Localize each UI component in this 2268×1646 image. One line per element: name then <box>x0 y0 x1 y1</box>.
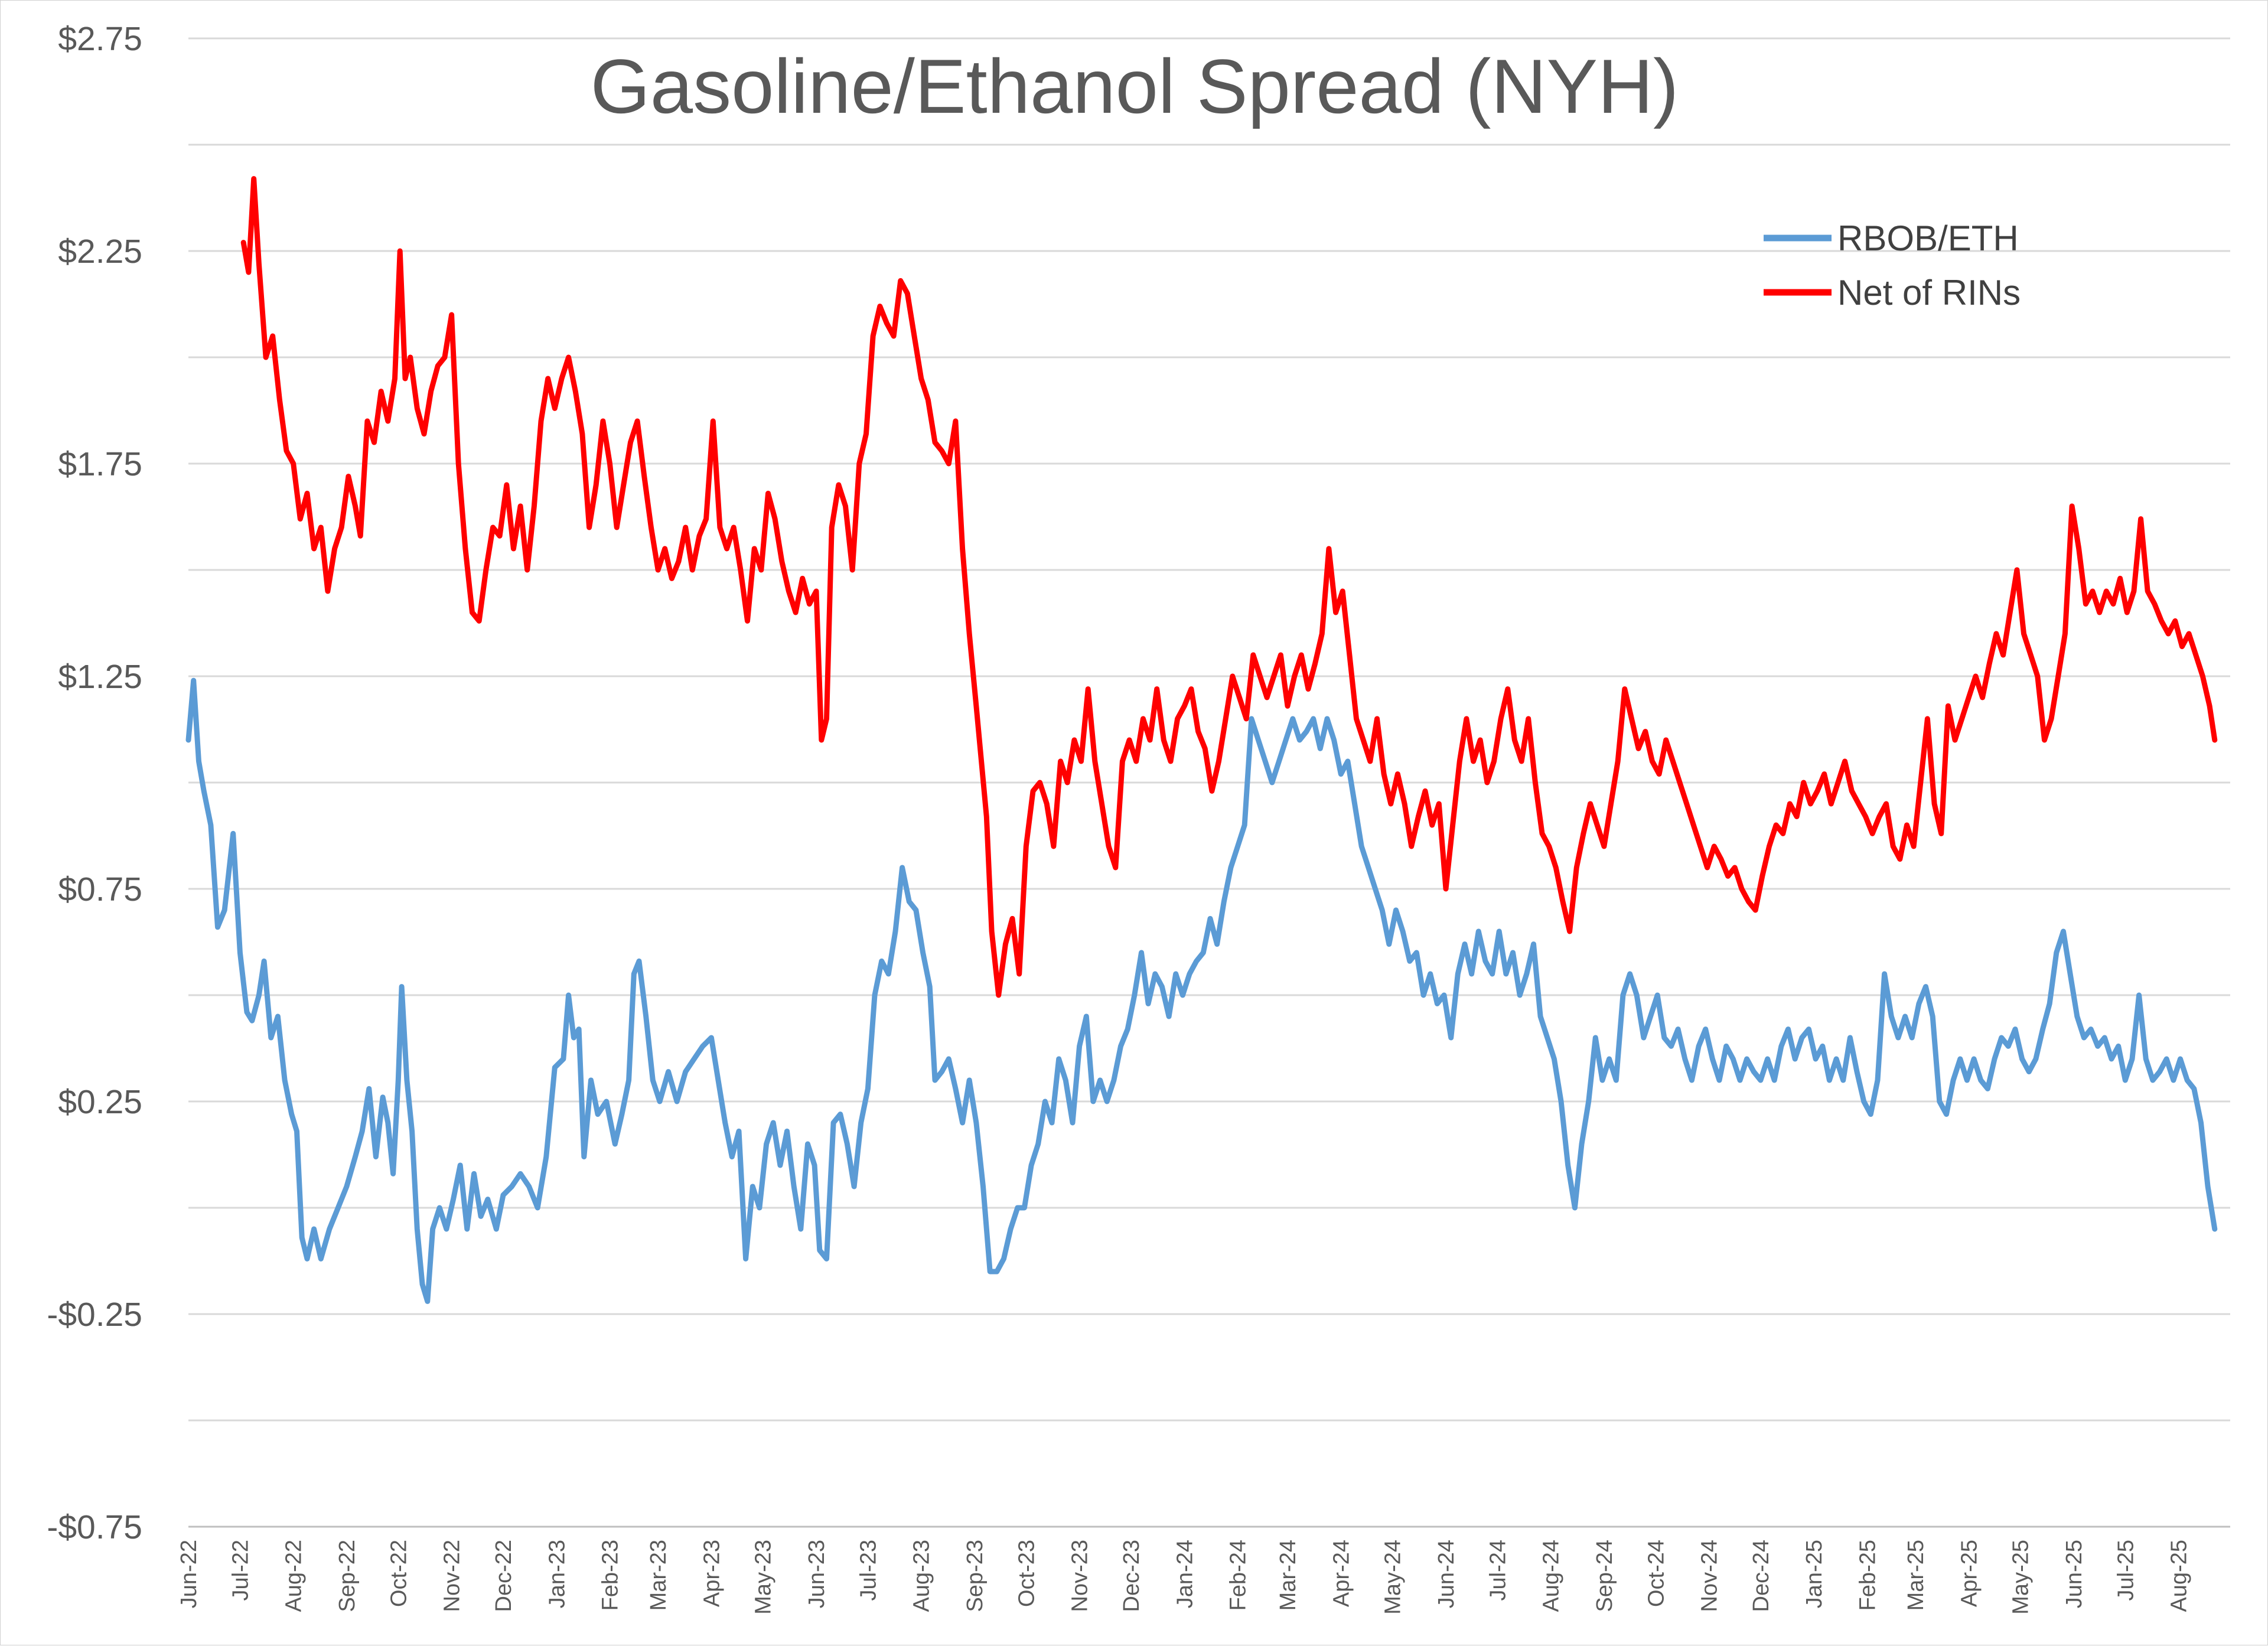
x-tick-label: Oct-24 <box>1644 1540 1669 1607</box>
x-tick-label: Jan-24 <box>1172 1540 1197 1608</box>
x-tick-label: Dec-22 <box>491 1540 516 1612</box>
x-tick-label: Sep-24 <box>1592 1540 1617 1612</box>
x-tick-label: Mar-24 <box>1276 1540 1301 1611</box>
x-tick-label: Dec-24 <box>1749 1540 1774 1612</box>
x-tick-label: Nov-23 <box>1068 1540 1093 1612</box>
x-tick-label: May-25 <box>2009 1540 2034 1615</box>
y-axis-tick-labels: $2.75 $2.25 $1.75 $1.25 $0.75 $0.25 -$0.25 -$0.… <box>47 20 142 1546</box>
x-tick-label: Dec-23 <box>1119 1540 1144 1612</box>
gridlines <box>188 37 2230 1528</box>
y-tick-label: $1.75 <box>58 445 142 483</box>
x-tick-label: Jun-25 <box>2062 1540 2087 1608</box>
y-tick-label: $2.75 <box>58 20 142 58</box>
x-tick-label: Mar-25 <box>1904 1540 1928 1611</box>
series-line-rbob-eth <box>185 677 2218 1304</box>
series-line-net-of-rins <box>240 176 2218 998</box>
x-axis-tick-labels: Jun-22 Jul-22 Aug-22 Sep-22 Oct-22 Nov-22 Dec-… <box>177 1540 2192 1615</box>
x-tick-label: Jul-25 <box>2113 1540 2138 1601</box>
x-tick-label: Jan-25 <box>1802 1540 1827 1608</box>
x-tick-label: Aug-22 <box>282 1540 307 1612</box>
x-tick-label: Jun-24 <box>1434 1540 1459 1608</box>
x-tick-label: Aug-24 <box>1539 1540 1564 1612</box>
x-tick-label: Jun-22 <box>177 1540 201 1608</box>
x-tick-label: Oct-23 <box>1014 1540 1039 1607</box>
x-tick-label: Mar-23 <box>646 1540 671 1611</box>
legend-label-rbob-eth: RBOB/ETH <box>1837 219 2019 258</box>
x-tick-label: Apr-23 <box>699 1540 724 1607</box>
y-tick-label: $0.75 <box>58 871 142 908</box>
x-tick-label: Jun-23 <box>804 1540 829 1608</box>
x-tick-label: Oct-22 <box>386 1540 411 1607</box>
x-tick-label: Jan-23 <box>545 1540 569 1608</box>
x-tick-label: Sep-23 <box>963 1540 988 1612</box>
x-tick-label: Aug-23 <box>910 1540 934 1612</box>
x-tick-label: Feb-24 <box>1226 1540 1251 1611</box>
chart-title: Gasoline/Ethanol Spread (NYH) <box>591 43 1679 129</box>
x-tick-label: Feb-25 <box>1855 1540 1880 1611</box>
x-tick-label: Nov-22 <box>440 1540 465 1612</box>
y-tick-label: $0.25 <box>58 1083 142 1121</box>
x-tick-label: Aug-25 <box>2167 1540 2192 1612</box>
legend: RBOB/ETH Net of RINs <box>1764 219 2021 312</box>
x-tick-label: Jul-23 <box>856 1540 881 1601</box>
y-tick-label: -$0.25 <box>47 1296 142 1334</box>
x-tick-label: Jul-22 <box>228 1540 253 1601</box>
legend-label-net-of-rins: Net of RINs <box>1837 273 2021 312</box>
x-tick-label: Jul-24 <box>1485 1540 1510 1601</box>
y-tick-label: -$0.75 <box>47 1508 142 1546</box>
y-tick-label: $1.25 <box>58 658 142 696</box>
x-tick-label: May-23 <box>751 1540 776 1615</box>
x-tick-label: Sep-22 <box>335 1540 360 1612</box>
x-tick-label: Feb-23 <box>598 1540 623 1611</box>
x-tick-label: Nov-24 <box>1697 1540 1722 1612</box>
x-tick-label: May-24 <box>1381 1540 1406 1615</box>
x-tick-label: Apr-25 <box>1957 1540 1982 1607</box>
y-tick-label: $2.25 <box>58 233 142 270</box>
x-tick-label: Apr-24 <box>1329 1540 1354 1607</box>
series-lines <box>185 176 2218 1304</box>
